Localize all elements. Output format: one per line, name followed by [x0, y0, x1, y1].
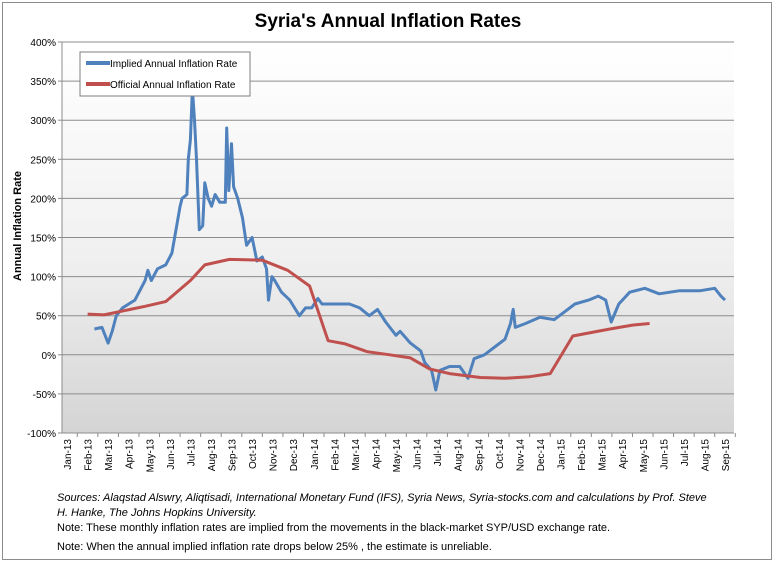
y-tick-label: 250%: [30, 155, 56, 166]
x-tick-label: Dec-13: [289, 439, 300, 472]
y-tick-label: 150%: [30, 234, 56, 245]
legend-label: Official Annual Inflation Rate: [110, 80, 236, 91]
x-tick-label: Feb-14: [330, 439, 341, 471]
sources-note: Sources: Alaqstad Alswry, Aliqtisadi, In…: [57, 492, 707, 519]
legend: Implied Annual Inflation Rate Official An…: [79, 51, 251, 97]
x-tick-label: Jul-14: [433, 439, 444, 467]
x-tick-label: Feb-13: [84, 439, 95, 471]
x-tick-label: Sep-14: [474, 439, 485, 472]
x-tick-label: Jul-13: [186, 439, 197, 467]
x-tick-label: Apr-15: [618, 439, 629, 469]
x-tick-label: Jun-15: [659, 439, 670, 470]
x-tick-label: Mar-14: [351, 439, 362, 471]
x-tick-label: Jan-14: [310, 439, 321, 470]
x-tick-label: Mar-15: [598, 439, 609, 471]
x-tick-label: Aug-15: [700, 439, 711, 472]
x-tick-label: Dec-14: [536, 439, 547, 472]
x-tick-label: Aug-14: [454, 439, 465, 472]
series-line-implied: [94, 87, 727, 392]
x-tick-label: May-13: [145, 439, 156, 473]
legend-box: [79, 51, 251, 97]
legend-label: Implied Annual Inflation Rate: [110, 59, 238, 70]
y-tick-label: 300%: [30, 116, 56, 127]
x-tick-label: Aug-13: [207, 439, 218, 472]
series-line-official: [87, 257, 650, 380]
note-reliability: Note: When the annual implied inflation …: [57, 541, 492, 553]
x-tick-label: Jul-15: [680, 439, 691, 467]
y-tick-label: 350%: [30, 77, 56, 88]
chart-title: Syria's Annual Inflation Rates: [254, 11, 522, 32]
x-tick-label: Nov-14: [515, 439, 526, 472]
x-tick-label: Oct-14: [495, 439, 506, 469]
x-tick-label: Sep-13: [228, 439, 239, 472]
y-tick-label: 200%: [30, 194, 56, 205]
chart-frame: [2, 2, 772, 560]
x-tick-label: Mar-13: [104, 439, 115, 471]
x-tick-label: Apr-13: [125, 439, 136, 469]
y-tick-label: 0%: [42, 351, 57, 362]
y-tick-label: 100%: [30, 273, 56, 284]
y-tick-label: -100%: [27, 429, 56, 440]
note-exchange-rate: Note: These monthly inflation rates are …: [57, 522, 611, 534]
x-tick-label: Oct-13: [248, 439, 259, 469]
x-tick-label: Apr-14: [371, 439, 382, 469]
x-tick-label: May-14: [392, 439, 403, 473]
x-tick-label: Nov-13: [269, 439, 280, 472]
y-tick-label: -50%: [33, 390, 56, 401]
x-tick-label: Feb-15: [577, 439, 588, 471]
x-tick-label: Jan-15: [557, 439, 568, 470]
x-tick-label: Jun-13: [166, 439, 177, 470]
x-tick-label: Sep-15: [721, 439, 732, 472]
x-tick-label: Jan-13: [63, 439, 74, 470]
x-tick-label: Jun-14: [413, 439, 424, 470]
y-tick-label: 50%: [36, 312, 56, 323]
y-tick-label: 400%: [30, 38, 56, 49]
x-tick-label: May-15: [639, 439, 650, 473]
